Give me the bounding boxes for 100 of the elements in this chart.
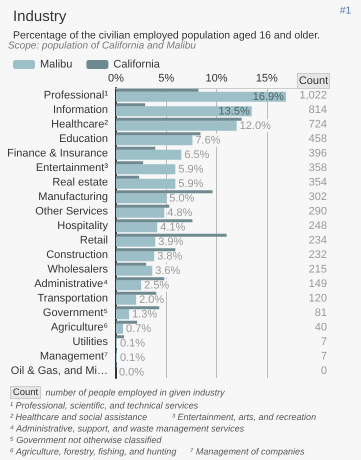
- y-tick-label: Transportation: [37, 292, 108, 304]
- y-tick-label: Agriculture⁶: [50, 321, 108, 334]
- bar: [116, 208, 164, 218]
- text: 120: [308, 292, 327, 304]
- bar: [116, 266, 152, 276]
- bar: [116, 103, 146, 106]
- bar: [116, 132, 200, 136]
- y-tick-label: Hospitality: [57, 220, 108, 232]
- bar: [116, 193, 166, 204]
- text: 0: [320, 364, 327, 377]
- chart-title: Industry: [13, 8, 67, 25]
- data-label: 16.9%: [252, 90, 284, 103]
- text: 232: [308, 248, 327, 261]
- bar: [116, 190, 213, 194]
- text: 234: [308, 234, 327, 246]
- bar: [116, 251, 154, 262]
- data-label: 5.0%: [169, 192, 195, 204]
- y-tick-label: Healthcare²: [51, 118, 108, 130]
- data-label: 13.5%: [218, 105, 250, 118]
- y-tick-label: Other Services: [35, 205, 108, 218]
- data-label: 12.0%: [240, 120, 272, 132]
- text: ⁶ Agriculture, forestry, fishing, and hunting: [10, 446, 176, 456]
- x-tick-label: 10%: [206, 72, 228, 84]
- y-tick-label: Construction: [46, 248, 108, 261]
- y-tick-label: Retail: [80, 234, 108, 246]
- text: 215: [308, 263, 327, 276]
- bar: [116, 92, 286, 102]
- bar: [116, 277, 164, 280]
- legend-label: California: [113, 58, 161, 70]
- bar: [116, 176, 140, 179]
- bar: [116, 118, 242, 121]
- data-label: 2.0%: [139, 294, 164, 306]
- data-label: 0.0%: [119, 366, 144, 378]
- text: ³ Entertainment, arts, and recreation: [172, 412, 316, 422]
- text: 290: [308, 205, 327, 218]
- x-tick-label: 5%: [158, 72, 174, 84]
- x-tick-label: 0%: [108, 72, 124, 84]
- text: Count: [298, 75, 328, 87]
- text: 358: [308, 162, 327, 174]
- text: 354: [308, 176, 327, 188]
- text: 724: [308, 118, 327, 130]
- bar: [116, 320, 138, 324]
- bar: [116, 164, 176, 174]
- y-tick-label: Utilities: [72, 336, 108, 348]
- y-tick-label: Administrative⁴: [34, 278, 108, 290]
- bar: [116, 161, 144, 164]
- text: 458: [308, 132, 327, 145]
- y-tick-label: Finance & Insurance: [7, 147, 108, 160]
- data-label: 1.3%: [132, 308, 158, 320]
- bar: [116, 204, 170, 208]
- text: ⁴ Administrative, support, and waste management services: [10, 424, 245, 434]
- text: 302: [308, 190, 327, 203]
- text: 7: [320, 350, 327, 362]
- bar: [116, 262, 146, 266]
- text: 149: [308, 278, 327, 290]
- y-tick-label: Entertainment³: [36, 162, 108, 174]
- data-label: 2.5%: [144, 279, 170, 292]
- bar: [116, 106, 252, 116]
- bar: [116, 294, 136, 305]
- data-label: 3.9%: [158, 236, 184, 248]
- bar: [116, 335, 124, 338]
- text: Scope: population of California and Malibu: [8, 40, 196, 52]
- chart-subtitle: Percentage of the civilian employed population aged 16 and older.: [13, 30, 320, 42]
- bar: [116, 146, 156, 150]
- bar: [116, 324, 124, 334]
- data-label: 4.1%: [160, 221, 186, 234]
- bar: [116, 88, 198, 92]
- data-label: 6.5%: [184, 148, 210, 161]
- bar: [116, 248, 176, 252]
- y-tick-label: Real estate: [52, 176, 108, 188]
- y-tick-label: Information: [52, 104, 108, 116]
- text: ² Healthcare and social assistance: [10, 412, 148, 422]
- text: 248: [308, 220, 327, 232]
- data-label: 3.8%: [157, 250, 183, 262]
- y-tick-label: Education: [59, 132, 108, 145]
- data-label: 0.1%: [120, 337, 146, 350]
- data-label: 3.6%: [155, 264, 180, 277]
- text: Count: [12, 387, 38, 398]
- text: number of people employed in given industry: [46, 388, 226, 398]
- data-label: 5.9%: [178, 178, 204, 190]
- x-tick-label: 15%: [256, 72, 278, 84]
- y-tick-label: Manufacturing: [38, 190, 108, 203]
- y-tick-label: Government⁵: [42, 306, 108, 319]
- text: 40: [314, 321, 327, 334]
- text: 1,022: [299, 89, 327, 102]
- legend-label: Malibu: [40, 58, 72, 70]
- data-label: 0.7%: [126, 322, 152, 335]
- bar: [116, 135, 192, 146]
- text: #1: [340, 6, 352, 16]
- bar: [116, 222, 158, 232]
- text: 814: [308, 104, 327, 116]
- text: 7: [320, 336, 327, 348]
- text: 81: [314, 306, 327, 319]
- bar: [116, 280, 142, 290]
- text: ¹ Professional, scientific, and technical services: [10, 400, 199, 410]
- y-tick-label: Management⁷: [40, 350, 108, 362]
- bar: [116, 234, 227, 237]
- text: 396: [308, 147, 327, 160]
- data-label: 4.8%: [167, 206, 193, 219]
- y-tick-label: Professional¹: [44, 89, 108, 102]
